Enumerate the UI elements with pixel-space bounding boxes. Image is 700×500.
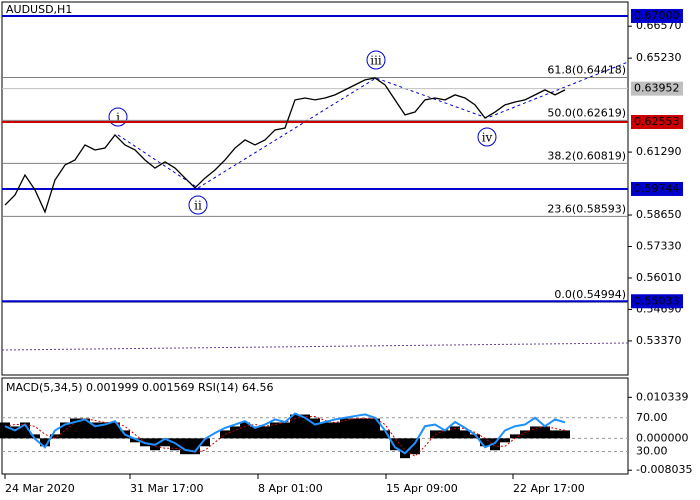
macd-bar bbox=[130, 438, 140, 443]
macd-bar bbox=[200, 438, 210, 447]
y-tick-label: 0.57330 bbox=[636, 240, 682, 253]
x-tick-label: 8 Apr 01:00 bbox=[258, 482, 323, 495]
macd-bar bbox=[20, 422, 30, 439]
macd-bar bbox=[500, 438, 510, 443]
macd-bar bbox=[480, 438, 490, 447]
current-price-box bbox=[631, 81, 683, 96]
macd-bar bbox=[10, 426, 20, 439]
macd-bar bbox=[70, 418, 80, 439]
macd-bar bbox=[100, 422, 110, 439]
macd-bar bbox=[60, 422, 70, 439]
level-label: 0.55033 bbox=[634, 294, 680, 307]
macd-bar bbox=[310, 418, 320, 439]
x-tick-label: 31 Mar 17:00 bbox=[130, 482, 203, 495]
macd-bar bbox=[510, 434, 520, 439]
macd-bar bbox=[450, 426, 460, 439]
macd-bar bbox=[260, 426, 270, 439]
y-tick-label: 0.58650 bbox=[636, 208, 682, 221]
y2-tick-label: 30.00 bbox=[636, 445, 668, 458]
macd-bar bbox=[460, 430, 470, 439]
x-tick-label: 15 Apr 09:00 bbox=[386, 482, 458, 495]
macd-bar bbox=[280, 422, 290, 439]
macd-bar bbox=[90, 422, 100, 439]
macd-bar bbox=[300, 414, 310, 439]
macd-bar bbox=[290, 414, 300, 439]
wave-circle bbox=[477, 127, 497, 147]
y-tick-label: 0.65230 bbox=[636, 51, 682, 64]
y-tick-label: -0.008035 bbox=[636, 463, 692, 476]
level-box bbox=[631, 181, 683, 196]
macd-bar bbox=[380, 430, 390, 439]
fib-label: 0.0(0.54994) bbox=[554, 288, 626, 301]
x-tick-label: 24 Mar 2020 bbox=[5, 482, 75, 495]
macd-bar bbox=[230, 426, 240, 439]
macd-bar bbox=[530, 426, 540, 439]
level-label: 0.62553 bbox=[634, 115, 680, 128]
chart-title: AUDUSD,H1 bbox=[6, 3, 72, 16]
macd-bar bbox=[330, 422, 340, 439]
macd-bar bbox=[0, 422, 10, 439]
level-box bbox=[631, 8, 683, 23]
macd-bar bbox=[180, 438, 190, 455]
panel-title: MACD(5,34,5) 0.001999 0.001569 RSI(14) 6… bbox=[6, 381, 273, 394]
macd-bar bbox=[540, 426, 550, 439]
level-label: 0.67000 bbox=[634, 9, 680, 22]
x-tick-label: 22 Apr 17:00 bbox=[513, 482, 585, 495]
macd-bar bbox=[390, 438, 400, 451]
macd-bar bbox=[360, 418, 370, 439]
fib-label: 50.0(0.62619) bbox=[547, 106, 626, 119]
wave-circle bbox=[188, 195, 208, 215]
macd-bar bbox=[560, 430, 570, 439]
macd-bar bbox=[340, 418, 350, 439]
macd-bar bbox=[250, 426, 260, 439]
macd-bar bbox=[220, 430, 230, 439]
macd-bar bbox=[270, 422, 280, 439]
price-line bbox=[4, 77, 566, 214]
moving-average bbox=[1, 342, 629, 351]
macd-bar bbox=[30, 434, 40, 439]
fib-label: 61.8(0.64418) bbox=[547, 64, 626, 77]
macd-bar bbox=[110, 422, 120, 439]
macd-bar bbox=[410, 438, 420, 455]
macd-bar bbox=[520, 430, 530, 439]
macd-bar bbox=[350, 418, 360, 439]
macd-bar bbox=[400, 438, 410, 459]
y-tick-label: 0.61290 bbox=[636, 145, 682, 158]
macd-bar bbox=[50, 434, 60, 439]
level-label: 0.59744 bbox=[634, 182, 680, 195]
macd-bar bbox=[550, 430, 560, 439]
y-tick-label: 0.53370 bbox=[636, 334, 682, 347]
macd-bar bbox=[80, 418, 90, 439]
fib-label: 23.6(0.58593) bbox=[547, 202, 626, 215]
wave-label: iv bbox=[482, 131, 493, 145]
level-box bbox=[631, 294, 683, 309]
level-box bbox=[631, 114, 683, 129]
macd-bar bbox=[490, 438, 500, 451]
wave-circle bbox=[366, 50, 386, 70]
fib-label: 38.2(0.60819) bbox=[547, 149, 626, 162]
macd-bar bbox=[470, 434, 480, 439]
macd-bar bbox=[240, 422, 250, 439]
y-tick-label: 0.000000 bbox=[636, 431, 689, 444]
wave-label: iii bbox=[370, 54, 382, 68]
macd-bar bbox=[40, 438, 50, 447]
macd-bar bbox=[440, 430, 450, 439]
wave-label: ii bbox=[194, 199, 202, 213]
macd-bar bbox=[370, 418, 380, 439]
y-tick-label: 0.56010 bbox=[636, 271, 682, 284]
y2-tick-label: 70.00 bbox=[636, 411, 668, 424]
wave-label: i bbox=[116, 111, 120, 125]
y-tick-label: 0.010339 bbox=[636, 390, 689, 403]
macd-bar bbox=[160, 438, 170, 447]
macd-bar bbox=[190, 438, 200, 455]
rsi-line bbox=[4, 412, 566, 455]
macd-bar bbox=[320, 422, 330, 439]
current-price-label: 0.63952 bbox=[634, 82, 680, 95]
